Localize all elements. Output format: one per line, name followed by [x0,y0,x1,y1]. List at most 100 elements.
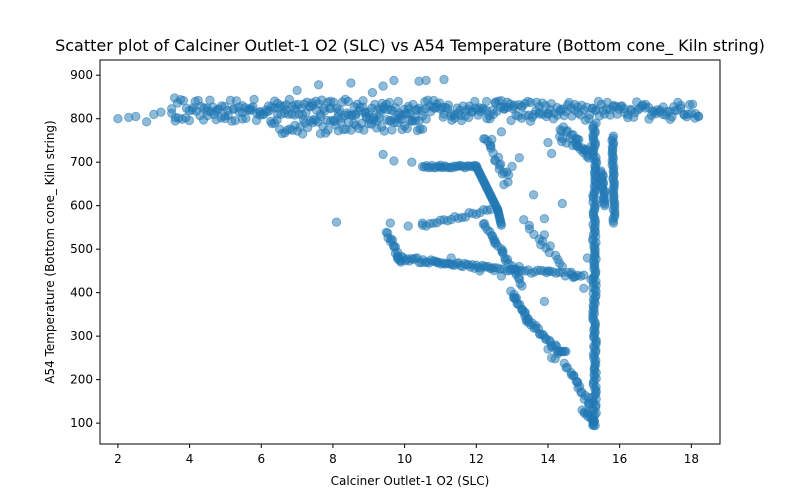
data-point [156,107,166,117]
y-tick-label: 100 [70,416,93,430]
x-tick-label: 2 [114,452,122,466]
x-tick-label: 14 [540,452,555,466]
y-tick-label: 500 [70,242,93,256]
x-tick-label: 6 [257,452,265,466]
data-point [539,230,550,240]
data-point [543,109,553,119]
data-point [447,115,457,126]
data-point [417,124,428,134]
data-point [589,420,599,430]
y-tick-label: 300 [70,329,93,343]
data-point [389,156,399,166]
data-point [342,108,352,118]
data-point [623,113,633,123]
data-point [241,113,251,124]
data-point [211,114,221,125]
data-point [379,126,389,136]
data-point [543,137,553,148]
data-point [539,214,550,224]
data-point [514,153,524,163]
data-point [536,240,546,250]
data-point [113,114,123,124]
data-point [343,96,353,107]
data-point [584,113,594,124]
x-tick-label: 12 [469,452,484,466]
data-point [514,261,524,272]
data-point [693,111,704,122]
data-point [503,177,513,187]
data-point [367,87,378,98]
data-point [246,105,256,116]
data-point [534,101,544,112]
data-point [263,101,274,111]
x-axis-ticks: 2 4 6 8 10 12 14 16 18 [114,444,699,466]
data-point [438,112,448,122]
data-point [292,85,302,96]
data-point [333,108,344,118]
data-point [507,161,517,172]
data-point [557,262,568,272]
data-point [237,101,248,111]
x-tick-label: 16 [612,452,627,466]
data-point [561,346,571,357]
data-point [432,257,442,267]
data-point [325,103,335,113]
data-point [439,74,449,85]
data-point [417,218,428,228]
data-point [496,127,507,137]
data-point [525,116,536,127]
chart-title: Scatter plot of Calciner Outlet-1 O2 (SL… [55,36,765,56]
data-point [687,99,698,110]
data-point [331,217,342,227]
data-point [141,117,152,127]
data-point [446,253,456,263]
data-point [378,149,388,160]
data-point [517,102,527,113]
data-point [202,110,213,121]
data-point [351,110,361,121]
data-point [573,108,583,118]
y-axis-label: A54 Temperature (Bottom cone_ Kiln strin… [43,120,57,383]
data-point [377,98,387,109]
data-point [359,125,369,135]
data-point [346,78,356,88]
data-point [519,215,529,225]
data-point [290,110,300,120]
data-point [212,105,223,115]
data-points [113,74,704,431]
data-point [490,98,501,108]
data-point [184,115,195,126]
data-point [543,266,553,276]
data-point [584,153,594,163]
data-point [517,281,527,291]
y-tick-label: 700 [70,155,93,169]
data-point [464,101,475,111]
data-point [473,110,483,120]
data-point [557,198,567,209]
data-point [421,114,431,124]
data-point [586,274,596,285]
data-point [385,218,395,228]
data-point [584,399,594,409]
data-point [496,271,507,281]
data-point [407,157,417,167]
data-point [386,105,396,115]
data-point [582,253,593,263]
data-point [608,218,619,228]
data-point [577,100,587,111]
data-point [393,96,403,107]
data-point [412,105,422,115]
data-point [307,98,317,108]
data-point [568,272,578,283]
data-point [579,270,589,280]
data-point [508,104,518,114]
data-point [539,296,550,307]
data-point [313,80,324,90]
data-point [435,160,446,170]
data-point [600,201,610,211]
data-point [220,113,230,124]
data-point [298,115,309,125]
data-point [456,110,466,121]
data-point [389,75,399,86]
